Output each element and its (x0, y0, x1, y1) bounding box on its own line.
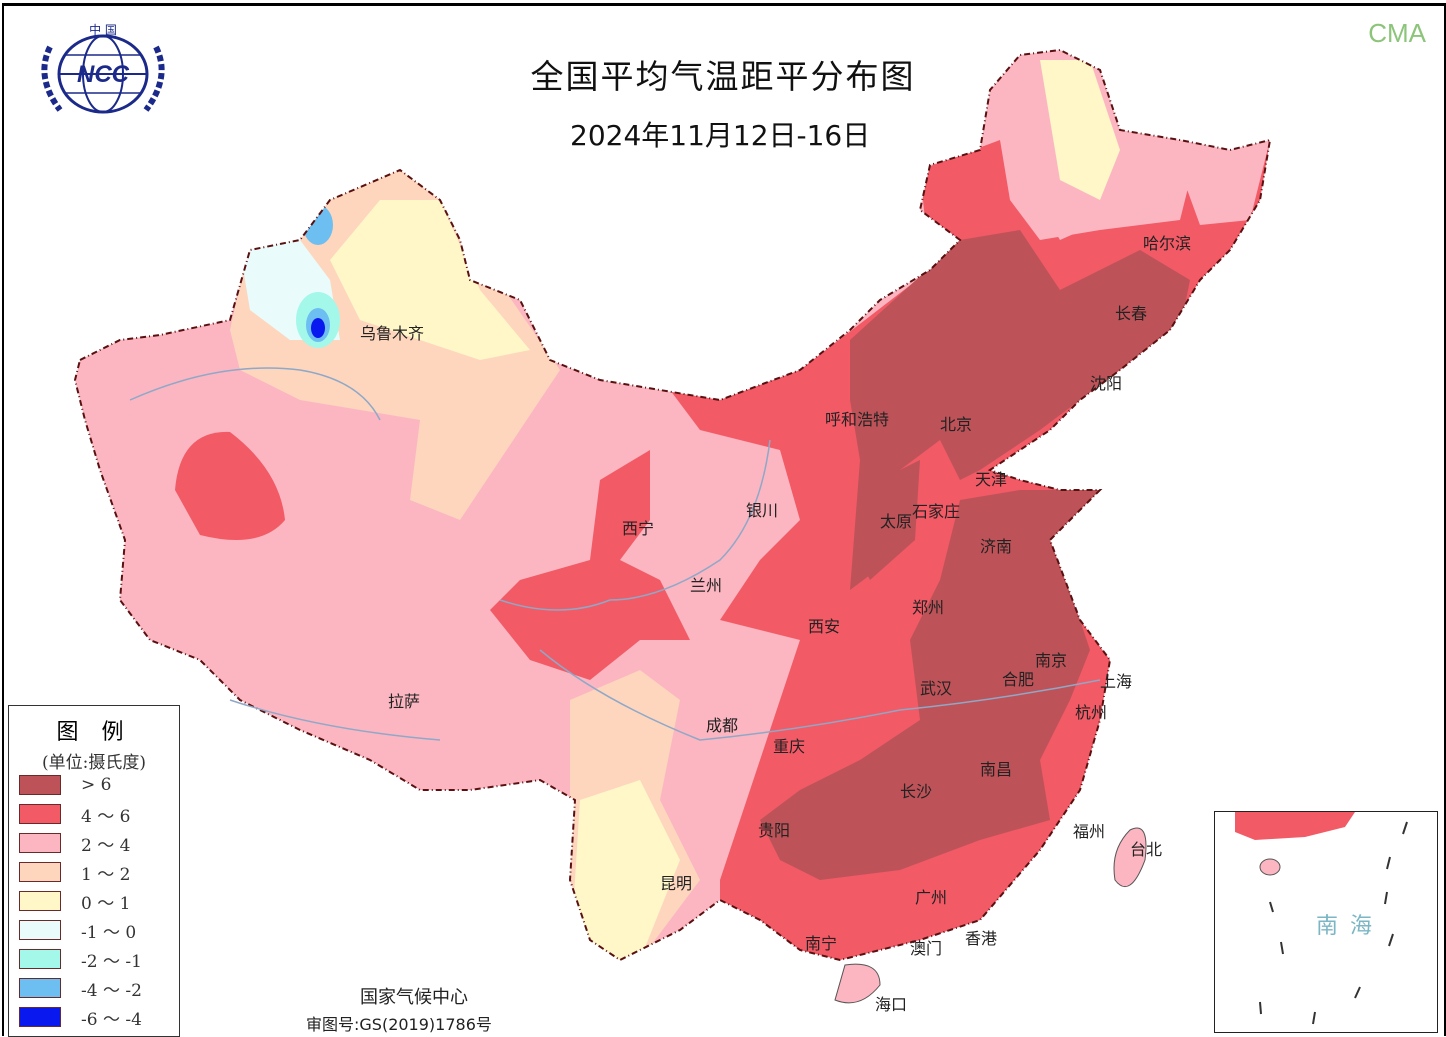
city-label: 长春 (1115, 304, 1148, 323)
legend-label: 0 ～ 1 (81, 893, 131, 914)
city-label: 香港 (965, 929, 998, 948)
city-label: 南京 (1035, 651, 1068, 670)
yangtze-river (539, 649, 1101, 741)
legend-item: -4 ～ -2 (19, 977, 142, 1001)
zone-4-6-qinghai (490, 450, 690, 680)
city-label: 济南 (980, 537, 1013, 556)
ncc-logo: NCC 中 国 (41, 22, 165, 114)
map-title: 全国平均气温距平分布图 (530, 57, 916, 96)
zone-2-4-east-ne (1180, 140, 1270, 225)
city-label: 西安 (808, 617, 841, 636)
map-frame (2, 3, 1446, 1036)
legend-item: -6 ～ -4 (19, 1006, 142, 1030)
city-label: 兰州 (690, 576, 723, 595)
legend-swatch (19, 920, 61, 940)
city-label: 沈阳 (1090, 374, 1123, 393)
svg-text:NCC: NCC (77, 61, 130, 88)
city-label: 海口 (875, 995, 908, 1014)
south-china-sea-inset (1214, 811, 1438, 1033)
legend-item: 1 ～ 2 (19, 861, 131, 885)
city-label: 银川 (746, 501, 779, 520)
zone-neg6-neg4 (311, 318, 325, 338)
city-label: 南宁 (805, 934, 838, 953)
city-label: 上海 (1100, 672, 1133, 691)
legend-swatch (19, 804, 61, 824)
legend-swatch (19, 949, 61, 969)
legend-label: -4 ～ -2 (81, 980, 142, 1001)
zone-gt6-shanxi (860, 460, 920, 580)
zone-1-2-xinjiang (230, 160, 560, 520)
city-label: 台北 (1130, 840, 1163, 859)
city-label: 西宁 (622, 519, 655, 538)
city-label: 武汉 (920, 679, 953, 698)
city-label: 昆明 (660, 874, 693, 893)
legend-label: -1 ～ 0 (81, 922, 137, 943)
hainan (834, 963, 881, 1004)
legend: 图 例 (单位:摄氏度) > 6 4 ～ 6 2 ～ 4 1 ～ 2 0 ～ 1 -1 ～… (8, 705, 180, 1037)
city-label: 石家庄 (912, 502, 961, 521)
zone-0-1-northeast (1040, 60, 1120, 200)
city-label: 澳门 (910, 939, 943, 958)
legend-item: -2 ～ -1 (19, 948, 142, 972)
zone-gt6-central (760, 490, 1100, 880)
city-label: 拉萨 (388, 692, 421, 711)
city-label: 杭州 (1075, 703, 1108, 722)
zone-0-1-xinjiang (330, 200, 530, 360)
river (129, 367, 381, 421)
cma-brand: CMA (1368, 18, 1426, 48)
legend-label: 1 ～ 2 (81, 864, 131, 885)
legend-swatch (19, 862, 61, 882)
city-label: 南昌 (980, 760, 1013, 779)
legend-swatch (19, 978, 61, 998)
legend-label: -6 ～ -4 (81, 1009, 142, 1030)
city-label: 呼和浩特 (825, 410, 890, 429)
city-label: 贵阳 (758, 821, 791, 840)
inset-map (1235, 812, 1408, 1025)
legend-swatch (19, 891, 61, 911)
city-label: 北京 (940, 415, 973, 434)
legend-swatch (19, 775, 61, 795)
legend-swatch (19, 1007, 61, 1027)
city-label: 福州 (1073, 822, 1106, 841)
zone-neg4-neg2-north (303, 205, 333, 245)
legend-item: > 6 (19, 774, 111, 796)
zone-0-1-yunnan (570, 780, 680, 960)
legend-label: 2 ～ 4 (81, 835, 131, 856)
city-label: 重庆 (773, 737, 806, 756)
legend-item: 2 ～ 4 (19, 832, 131, 856)
yarlung-river (229, 699, 441, 741)
city-label: 哈尔滨 (1143, 234, 1192, 253)
city-label: 乌鲁木齐 (360, 324, 425, 343)
legend-item: 4 ～ 6 (19, 803, 131, 827)
legend-title: 图 例 (56, 720, 132, 745)
legend-unit: (单位:摄氏度) (42, 753, 146, 773)
city-label: 天津 (975, 470, 1008, 489)
legend-label: > 6 (81, 775, 112, 795)
svg-text:中 国: 中 国 (89, 22, 117, 37)
credit: 国家气候中心 (360, 987, 468, 1008)
city-label: 太原 (880, 512, 913, 531)
city-label: 长沙 (900, 782, 933, 801)
map-date-range: 2024年11月12日-16日 (570, 119, 871, 152)
zone-gt6-north (850, 230, 1190, 590)
city-label: 成都 (706, 716, 739, 735)
legend-item: -1 ～ 0 (19, 919, 137, 943)
approval-number: 审图号:GS(2019)1786号 (306, 1015, 492, 1034)
legend-swatch (19, 833, 61, 853)
legend-label: -2 ～ -1 (81, 951, 142, 972)
city-label: 郑州 (912, 598, 945, 617)
inset-label: 南海 (1316, 914, 1385, 939)
yellow-river (499, 439, 771, 611)
city-label: 合肥 (1002, 670, 1035, 689)
legend-label: 4 ～ 6 (81, 806, 131, 827)
city-label: 广州 (915, 888, 948, 907)
legend-item: 0 ～ 1 (19, 890, 131, 914)
zone-4-6-west (175, 431, 285, 540)
taiwan (1113, 827, 1147, 888)
